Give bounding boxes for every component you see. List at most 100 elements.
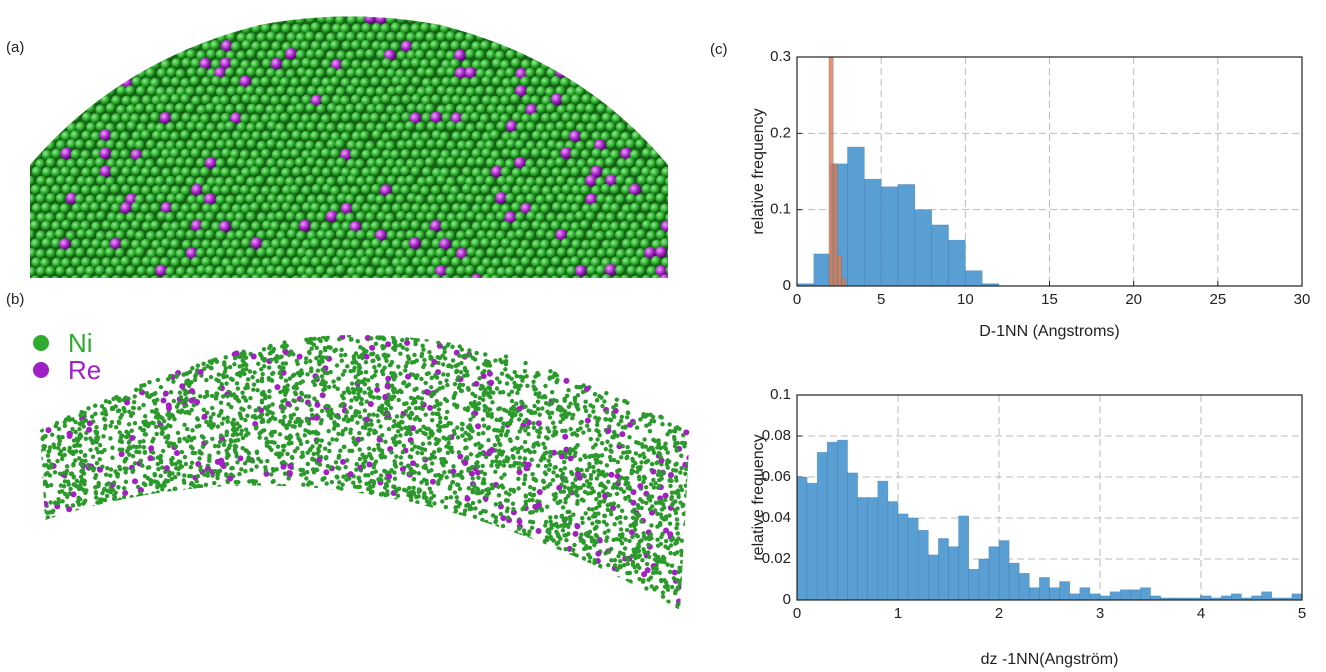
atom [70,274,81,278]
atom [400,514,405,520]
atom [30,175,36,187]
atom [452,490,458,495]
atom [236,16,248,25]
atom [215,86,227,97]
atom [614,397,619,402]
atom [56,32,67,43]
atom [150,560,155,566]
atom [665,49,668,61]
atom [166,553,171,558]
atom [104,511,109,516]
atom [48,523,53,528]
atom [350,40,362,51]
atom [452,513,458,518]
atom [474,469,481,476]
atom [245,85,256,96]
atom [590,568,595,573]
atom [310,456,315,461]
atom [173,537,178,542]
atom [435,247,446,259]
atom [436,49,447,61]
atom [508,463,513,469]
atom [501,407,507,412]
atom [158,497,164,503]
atom [197,511,203,516]
atom [590,507,595,512]
atom [228,376,234,381]
atom [85,176,96,187]
atom [425,32,436,43]
atom [402,515,408,521]
atom [355,420,360,425]
atom [179,22,191,33]
atom [665,31,668,44]
atom [76,16,87,24]
atom [197,456,202,461]
atom [668,550,673,556]
atom [511,184,523,196]
atom [395,158,406,169]
atom [316,510,322,516]
atom [480,529,485,535]
atom [480,220,492,231]
atom [194,399,201,406]
atom [63,515,68,521]
atom [456,157,467,168]
atom [494,463,500,468]
atom [135,16,146,24]
atom [500,203,512,215]
atom [126,120,137,132]
atom [65,175,76,186]
atom [282,397,288,403]
atom [144,493,150,498]
atom [417,417,423,423]
atom [540,406,545,411]
atom [65,192,78,205]
atom [307,349,312,355]
atom [431,273,442,278]
atom [67,527,73,532]
atom [295,230,307,241]
atom [345,193,356,205]
atom [59,238,72,251]
atom [140,166,152,178]
atom [160,448,166,454]
atom [90,257,102,268]
atom [312,491,318,497]
atom [263,470,270,477]
atom [345,50,356,62]
atom [169,476,174,482]
atom [381,149,393,160]
atom [281,23,292,34]
atom [120,202,133,215]
atom [45,230,57,241]
atom [473,393,478,399]
atom [40,428,45,433]
atom [582,546,587,552]
atom [630,238,641,249]
atom [357,484,362,489]
atom [410,460,417,467]
atom [426,265,437,277]
atom [666,193,668,205]
atom [252,524,258,530]
atom [154,175,166,187]
atom [231,392,237,397]
atom [275,122,286,133]
atom [512,535,518,540]
atom [672,437,677,442]
atom [36,16,47,25]
atom [140,274,151,278]
atom [72,587,77,592]
atom [350,257,361,268]
atom [596,16,607,24]
atom [482,423,487,428]
atom [587,529,593,534]
atom [54,519,60,524]
atom [425,211,436,223]
atom [122,489,129,496]
atom [484,175,496,187]
atom [490,40,502,52]
atom [326,32,337,43]
atom [185,543,192,550]
